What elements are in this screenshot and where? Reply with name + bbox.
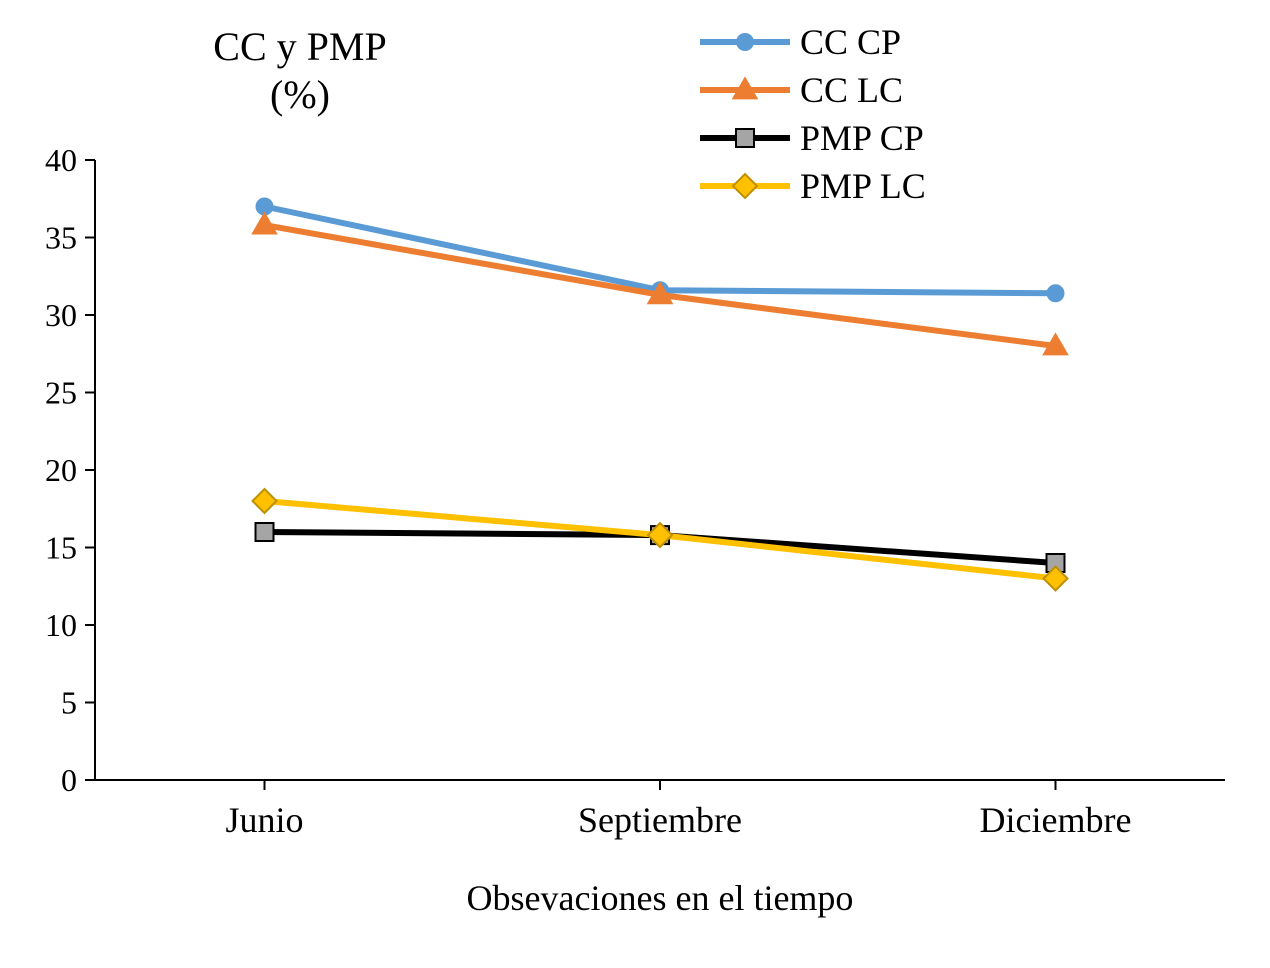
y-tick-label: 10 — [45, 607, 77, 643]
marker-circle — [737, 34, 753, 50]
marker-square — [736, 129, 754, 147]
legend-label: PMP LC — [800, 166, 926, 206]
y-tick-label: 25 — [45, 375, 77, 411]
y-tick-label: 35 — [45, 220, 77, 256]
y-tick-label: 30 — [45, 297, 77, 333]
x-axis-title: Obsevaciones en el tiempo — [467, 878, 854, 918]
legend-label: CC LC — [800, 70, 903, 110]
line-chart-svg: 0 5 10 15 20 25 30 35 40 Junio Septiembre Diciembre… — [0, 0, 1270, 968]
marker-circle — [1048, 285, 1064, 301]
legend-label: CC CP — [800, 22, 901, 62]
y-tick-label: 0 — [61, 762, 77, 798]
y-tick-label: 5 — [61, 685, 77, 721]
x-tick-label: Junio — [225, 800, 303, 840]
legend-label: PMP CP — [800, 118, 924, 158]
y-tick-label: 15 — [45, 530, 77, 566]
x-tick-label: Diciembre — [980, 800, 1132, 840]
y-tick-label: 20 — [45, 452, 77, 488]
x-tick-label: Septiembre — [578, 800, 742, 840]
chart-title-line2: (%) — [270, 72, 330, 117]
chart-container: 0 5 10 15 20 25 30 35 40 Junio Septiembre Diciembre… — [0, 0, 1270, 968]
y-tick-label: 40 — [45, 142, 77, 178]
marker-square — [256, 523, 274, 541]
chart-title-line1: CC y PMP — [213, 24, 386, 69]
